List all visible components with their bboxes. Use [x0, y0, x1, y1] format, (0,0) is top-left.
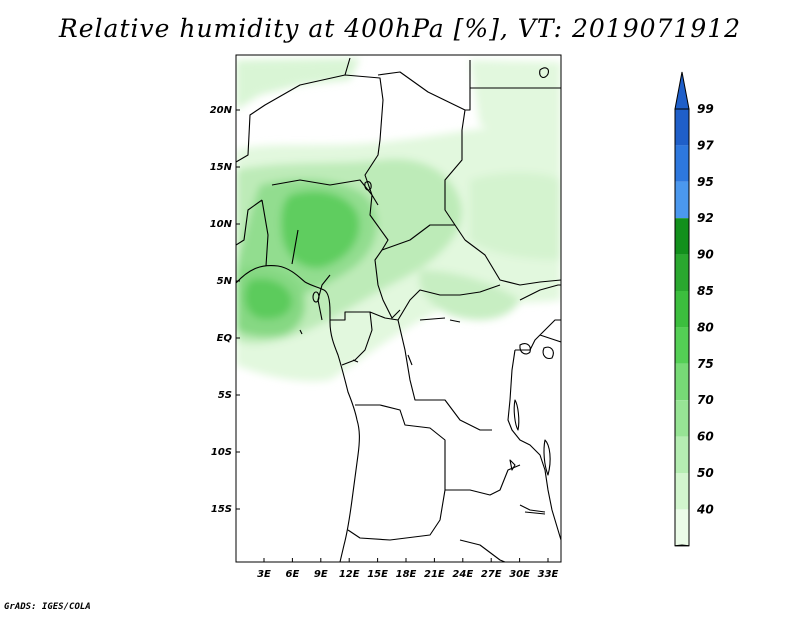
lat-label: EQ [217, 333, 233, 344]
lat-label: 10N [210, 219, 233, 230]
humidity-fill [236, 58, 561, 382]
lat-label: 5S [218, 390, 232, 401]
colorbar-segment [675, 363, 689, 401]
colorbar-label: 60 [697, 430, 714, 444]
colorbar-segment [675, 291, 689, 328]
colorbar-label: 75 [697, 357, 714, 371]
colorbar-label: 90 [697, 248, 714, 262]
border-lines [236, 57, 561, 562]
colorbar-segment [675, 254, 689, 291]
colorbar-label: 70 [697, 393, 714, 407]
chart-title: Relative humidity at 400hPa [%], VT: 201… [58, 14, 742, 43]
colorbar-label: 50 [697, 466, 714, 480]
lon-label: 15E [367, 569, 388, 580]
lon-label: 24E [452, 569, 473, 580]
lat-label: 20N [210, 105, 233, 116]
latitude-axis: 20N 15N 10N 5N EQ 5S 10S 15S [210, 105, 240, 515]
colorbar-label: 99 [697, 102, 714, 116]
lon-label: 21E [424, 569, 445, 580]
colorbar-top-arrow [674, 71, 690, 110]
colorbar-label: 80 [697, 320, 714, 334]
lon-label: 12E [339, 569, 360, 580]
colorbar-label: 97 [697, 138, 714, 152]
map-frame [235, 54, 562, 563]
colorbar-segment [675, 109, 689, 146]
lat-label: 15S [211, 504, 232, 515]
country-borders [236, 57, 561, 562]
lon-label: 18E [396, 569, 417, 580]
lon-label: 30E [509, 569, 530, 580]
colorbar-label: 85 [697, 284, 714, 298]
longitude-axis: 3E 6E 9E 12E 15E 18E 21E 24E 27E 30E 33E [257, 558, 559, 580]
lon-label: 6E [286, 569, 300, 580]
colorbar-segment [675, 145, 689, 182]
lon-label: 27E [481, 569, 502, 580]
credit-text: GrADS: IGES/COLA [4, 602, 91, 612]
colorbar-frame [674, 108, 690, 547]
colorbar-segment [675, 327, 689, 364]
lon-label: 3E [257, 569, 271, 580]
colorbar-label: 95 [697, 175, 714, 189]
lon-label: 33E [538, 569, 559, 580]
lon-label: 9E [314, 569, 328, 580]
colorbar-segment [675, 181, 689, 219]
colorbar-segment [675, 218, 689, 255]
colorbar-segment [675, 473, 689, 510]
colorbar-segment [675, 509, 689, 546]
lat-label: 5N [217, 276, 233, 287]
lat-label: 10S [211, 447, 232, 458]
colorbar-label: 92 [697, 211, 714, 225]
coastline-west [236, 264, 360, 562]
colorbar-segment [675, 400, 689, 437]
colorbar-segment [675, 436, 689, 473]
colorbar-label: 40 [696, 502, 714, 516]
lat-label: 15N [210, 162, 233, 173]
colorbar: 99 97 95 92 90 85 80 75 70 60 50 40 [674, 71, 714, 547]
